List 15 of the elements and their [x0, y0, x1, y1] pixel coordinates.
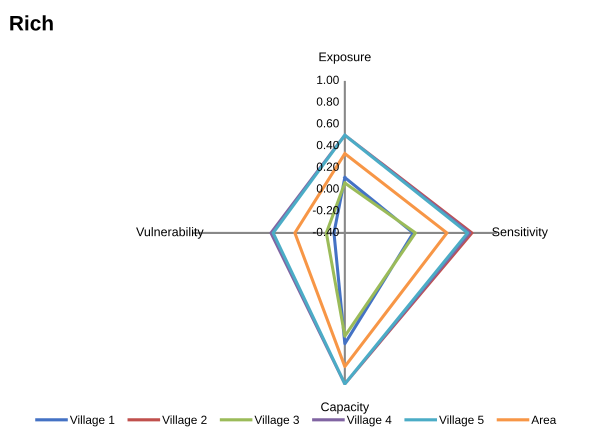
y-tick-label: 0.80 [316, 97, 339, 106]
legend-label: Village 2 [162, 415, 207, 426]
legend-label: Village 3 [254, 415, 299, 426]
spoke-label: Vulnerability [136, 227, 204, 239]
spoke-label: Sensitivity [492, 227, 548, 239]
spoke-label: Exposure [319, 52, 371, 64]
y-tick-label: -0.40 [312, 228, 339, 236]
legend-label: Village 1 [70, 415, 114, 426]
legend-label: Area [531, 416, 556, 424]
legend-label: Village 5 [439, 415, 484, 426]
y-tick-label: 0.60 [316, 119, 339, 128]
chart-title: Rich [10, 15, 53, 31]
spoke-label: Capacity [321, 402, 370, 414]
y-tick-label: 1.00 [317, 76, 339, 84]
legend-label: Village 4 [346, 415, 392, 426]
